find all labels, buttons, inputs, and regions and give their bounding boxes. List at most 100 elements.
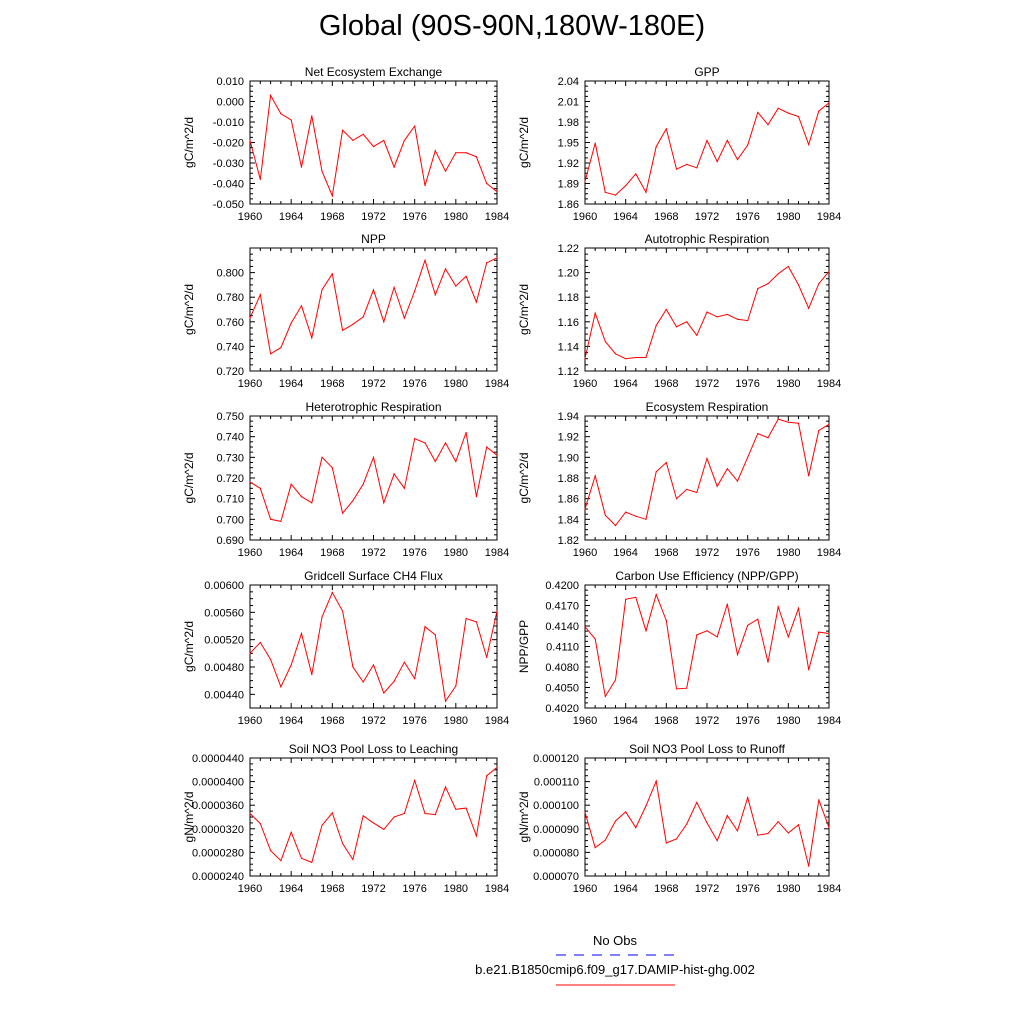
- data-point: [259, 822, 261, 825]
- y-axis-label: gC/m^2/d: [517, 284, 531, 335]
- y-tick-label: 0.00520: [204, 635, 244, 647]
- data-point: [342, 129, 344, 131]
- y-tick-label: 1.20: [558, 268, 579, 280]
- data-point: [675, 326, 678, 328]
- data-point: [665, 842, 667, 844]
- y-tick-label: 1.22: [558, 243, 579, 255]
- data-point: [716, 485, 718, 487]
- x-tick-label: 1964: [279, 715, 303, 727]
- data-point: [594, 638, 596, 640]
- data-point: [269, 518, 272, 520]
- x-tick-label: 1968: [320, 378, 344, 390]
- data-point: [280, 686, 282, 688]
- data-point: [383, 139, 385, 142]
- data-point: [486, 262, 488, 264]
- data-point: [767, 124, 769, 126]
- x-tick-label: 1968: [320, 547, 344, 559]
- data-point: [393, 680, 395, 682]
- data-point: [787, 112, 789, 114]
- data-point: [818, 283, 820, 285]
- plot-frame: [249, 247, 498, 372]
- data-point: [675, 838, 678, 840]
- data-point: [331, 195, 333, 197]
- x-tick-label: 1968: [320, 883, 344, 895]
- data-point: [604, 839, 606, 841]
- data-point: [614, 194, 617, 196]
- y-tick-label: 0.00440: [204, 689, 244, 701]
- data-point: [645, 518, 647, 520]
- data-point: [828, 827, 830, 829]
- data-point: [321, 616, 323, 618]
- x-tick-label: 1972: [695, 883, 719, 895]
- data-point: [249, 652, 251, 654]
- data-point: [424, 812, 426, 815]
- data-point: [645, 630, 647, 632]
- x-tick-label: 1964: [613, 715, 637, 727]
- y-tick-label: 1.86: [558, 199, 579, 211]
- data-point: [787, 421, 789, 423]
- y-tick-label: 0.730: [216, 452, 244, 464]
- data-point: [290, 119, 292, 121]
- x-tick-label: 1976: [402, 883, 426, 895]
- y-axis-label: gC/m^2/d: [182, 621, 196, 672]
- data-point: [828, 632, 830, 635]
- panel-title: Ecosystem Respiration: [646, 400, 769, 414]
- x-tick-label: 1960: [238, 715, 262, 727]
- y-tick-label: 0.690: [216, 535, 244, 547]
- data-point: [797, 607, 800, 609]
- data-point: [311, 861, 313, 864]
- data-point: [614, 820, 617, 822]
- x-tick-label: 1980: [776, 715, 800, 727]
- panel-title: Carbon Use Efficiency (NPP/GPP): [615, 569, 798, 583]
- data-point: [747, 456, 749, 458]
- data-point: [269, 353, 272, 355]
- data-point: [777, 821, 779, 823]
- panel-2: GPP gC/m^2/d 1960 1964 1968 1972 1976 1980 1984 1…: [517, 65, 841, 223]
- data-point: [625, 184, 627, 187]
- data-point: [614, 353, 617, 355]
- data-point: [584, 180, 586, 183]
- series-line: [249, 591, 498, 703]
- y-tick-label: 0.0000280: [192, 847, 244, 859]
- data-point: [414, 125, 416, 127]
- series-line: [584, 779, 830, 867]
- plot-frame: [584, 247, 830, 372]
- data-point: [635, 596, 637, 598]
- data-point: [757, 432, 759, 435]
- data-point: [675, 168, 678, 170]
- x-tick-label: 1972: [361, 715, 385, 727]
- y-tick-label: 0.800: [216, 268, 244, 280]
- y-axis-label: gN/m^2/d: [182, 792, 196, 843]
- data-point: [808, 475, 810, 477]
- data-point: [465, 152, 467, 154]
- x-tick-label: 1976: [735, 715, 759, 727]
- data-point: [757, 287, 759, 290]
- data-point: [736, 318, 739, 320]
- data-point: [465, 275, 467, 277]
- data-point: [696, 634, 698, 636]
- x-tick-label: 1960: [238, 378, 262, 390]
- x-tick-label: 1976: [402, 715, 426, 727]
- x-tick-label: 1972: [695, 547, 719, 559]
- data-point: [342, 610, 344, 612]
- panel-title: Soil NO3 Pool Loss to Leaching: [289, 742, 458, 756]
- y-tick-label: 0.740: [216, 432, 244, 444]
- y-tick-label: 0.740: [216, 341, 244, 353]
- data-point: [604, 695, 606, 697]
- x-tick-label: 1980: [444, 715, 468, 727]
- data-point: [393, 286, 395, 288]
- data-point: [808, 865, 810, 867]
- data-point: [787, 265, 789, 268]
- data-point: [706, 630, 708, 632]
- y-tick-label: 1.89: [558, 179, 579, 191]
- data-point: [249, 139, 251, 142]
- y-tick-label: -0.030: [213, 158, 244, 170]
- data-point: [635, 356, 637, 359]
- series-line: [249, 93, 498, 198]
- data-point: [249, 812, 251, 815]
- data-point: [777, 418, 779, 420]
- x-tick-label: 1980: [444, 211, 468, 223]
- y-tick-label: 0.00480: [204, 662, 244, 674]
- data-point: [716, 161, 718, 163]
- data-point: [767, 661, 769, 663]
